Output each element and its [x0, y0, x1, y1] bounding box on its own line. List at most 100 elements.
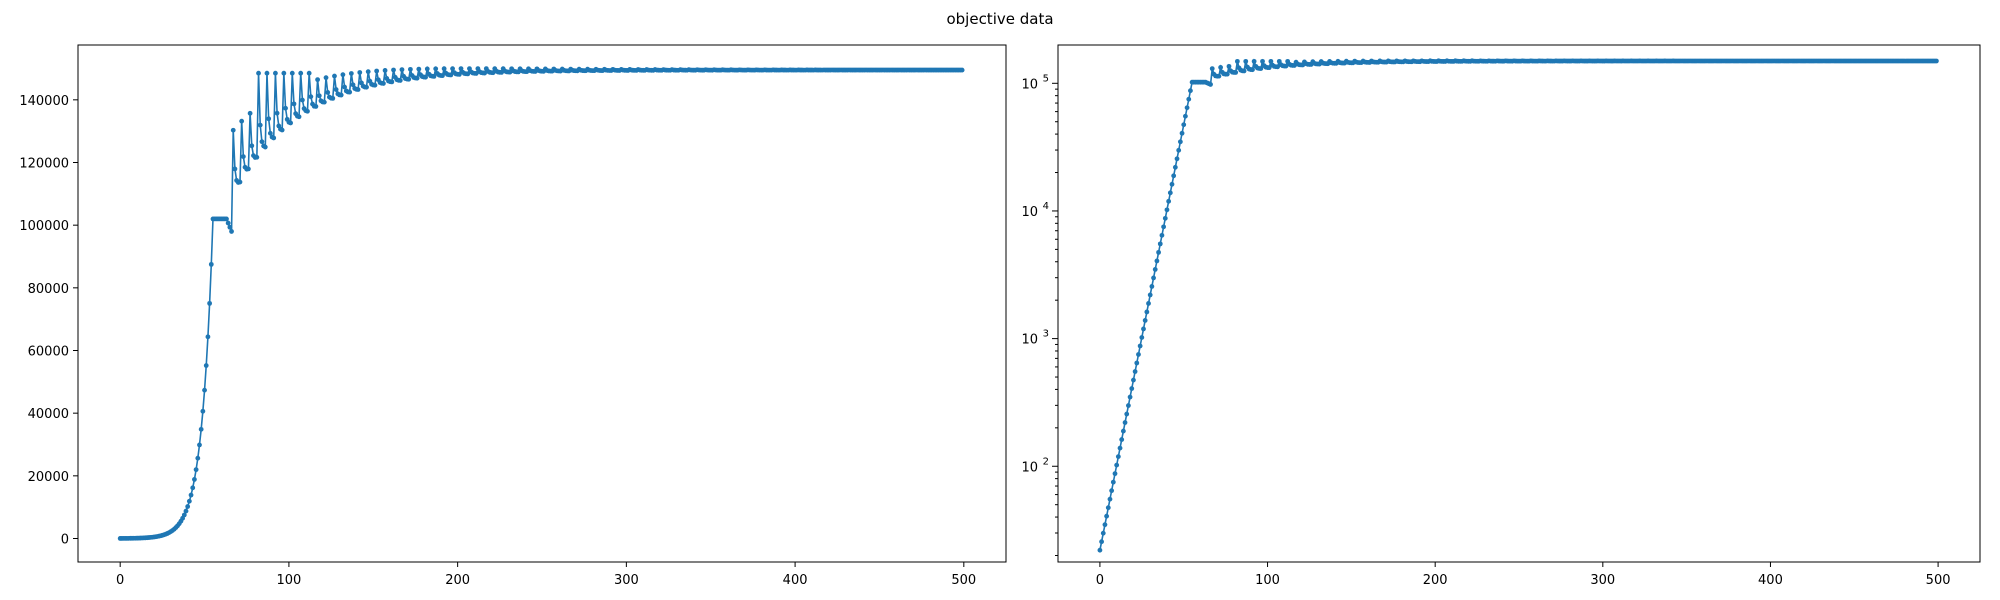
left-data-point — [321, 99, 327, 105]
left-data-point — [232, 166, 238, 172]
right-data-point — [1127, 394, 1133, 400]
right-data-point — [1172, 164, 1178, 170]
right-data-point — [1151, 275, 1156, 281]
left-y-tick-label: 80000 — [28, 282, 69, 297]
left-series-line — [120, 65, 963, 540]
right-data-point — [1171, 173, 1177, 179]
right-data-point — [1266, 65, 1272, 71]
left-data-point — [183, 508, 189, 514]
left-data-point — [262, 144, 268, 150]
left-data-point — [448, 72, 454, 78]
left-x-tick-label: 300 — [614, 573, 639, 588]
left-data-point — [342, 84, 347, 90]
right-data-point — [1159, 232, 1165, 238]
left-data-point — [190, 485, 196, 491]
right-x-axis: 0 100 200 300 400 500 — [1096, 562, 1951, 588]
right-data-point — [1104, 513, 1110, 519]
right-series — [1097, 58, 1939, 553]
left-data-point — [330, 95, 336, 101]
left-data-point — [259, 139, 265, 145]
right-data-point — [1169, 181, 1175, 187]
left-data-point — [195, 455, 201, 461]
right-x-tick-label: 300 — [1590, 573, 1615, 588]
right-data-point — [1183, 113, 1188, 119]
figure-suptitle: objective data — [946, 10, 1053, 28]
left-data-point — [203, 363, 209, 368]
left-data-point — [431, 73, 437, 79]
right-y-tick-label: 10 — [1021, 205, 1038, 220]
left-data-point — [347, 89, 353, 95]
left-x-tick-label: 100 — [276, 573, 301, 588]
right-data-point — [1233, 70, 1239, 75]
left-data-point — [283, 105, 288, 111]
left-data-point — [207, 300, 213, 306]
right-data-point — [1144, 309, 1150, 315]
left-data-point — [291, 101, 297, 107]
right-data-point — [1136, 352, 1141, 357]
right-x-tick-label: 0 — [1096, 573, 1104, 588]
left-data-point — [391, 67, 396, 73]
left-data-point — [298, 70, 304, 76]
right-data-point — [1181, 122, 1187, 128]
right-data-point — [1243, 58, 1249, 64]
left-data-point — [264, 70, 270, 76]
right-data-point — [1119, 437, 1125, 442]
left-data-point — [225, 220, 231, 226]
left-data-point — [340, 72, 346, 78]
left-x-tick-label: 500 — [951, 573, 976, 588]
right-data-point — [1102, 522, 1108, 528]
left-data-point — [188, 492, 194, 498]
right-data-point — [1131, 377, 1136, 383]
left-data-point — [959, 67, 965, 73]
left-data-point — [424, 66, 430, 72]
right-y-tick-exponent: 3 — [1043, 329, 1049, 340]
right-data-point — [1132, 369, 1138, 374]
left-x-axis: 0 100 200 300 400 500 — [116, 562, 976, 588]
left-data-point — [240, 154, 246, 160]
left-data-point — [205, 334, 211, 340]
right-data-point — [1186, 96, 1192, 102]
left-data-point — [198, 426, 204, 432]
left-data-point — [382, 68, 388, 73]
left-data-point — [389, 79, 395, 85]
left-data-point — [364, 84, 369, 90]
left-data-point — [323, 75, 329, 81]
left-data-point — [208, 261, 214, 267]
right-data-point — [1157, 241, 1163, 247]
left-linear-chart: 0 100 200 300 400 500 0 20000 40000 60000 80000 10… — [19, 44, 1007, 588]
left-data-point — [266, 116, 272, 122]
left-x-tick-label: 0 — [116, 573, 124, 588]
left-data-point — [273, 70, 278, 76]
right-data-point — [1251, 58, 1257, 64]
left-data-point — [197, 442, 202, 448]
right-y-tick-label: 10 — [1021, 460, 1038, 475]
right-x-tick-label: 400 — [1758, 573, 1783, 588]
left-series — [117, 65, 965, 541]
right-data-point — [1099, 539, 1104, 545]
right-data-point — [1109, 488, 1115, 494]
right-data-point — [1179, 130, 1185, 136]
left-data-point — [296, 114, 302, 120]
right-data-point — [1100, 530, 1106, 536]
left-data-point — [440, 73, 445, 79]
left-data-point — [281, 70, 287, 76]
right-log-chart: 0 100 200 300 400 500 10 2 10 3 10 4 10 5 — [1021, 44, 1981, 588]
left-data-point — [338, 92, 344, 98]
right-x-tick-label: 500 — [1926, 573, 1951, 588]
left-data-point — [365, 69, 371, 75]
left-data-point — [224, 216, 229, 222]
left-data-point — [414, 75, 420, 81]
right-data-point — [1156, 249, 1161, 255]
right-data-point — [1120, 428, 1126, 434]
left-data-point — [193, 467, 199, 473]
right-data-point — [1224, 71, 1230, 77]
right-data-point — [1129, 386, 1135, 391]
left-data-point — [267, 130, 273, 136]
left-y-tick-label: 40000 — [28, 407, 69, 422]
left-data-point — [300, 97, 305, 103]
left-data-point — [350, 82, 356, 88]
right-data-point — [1141, 326, 1146, 332]
right-y-tick-exponent: 4 — [1043, 201, 1049, 212]
right-data-point — [1188, 88, 1193, 94]
right-data-point — [1126, 403, 1131, 408]
